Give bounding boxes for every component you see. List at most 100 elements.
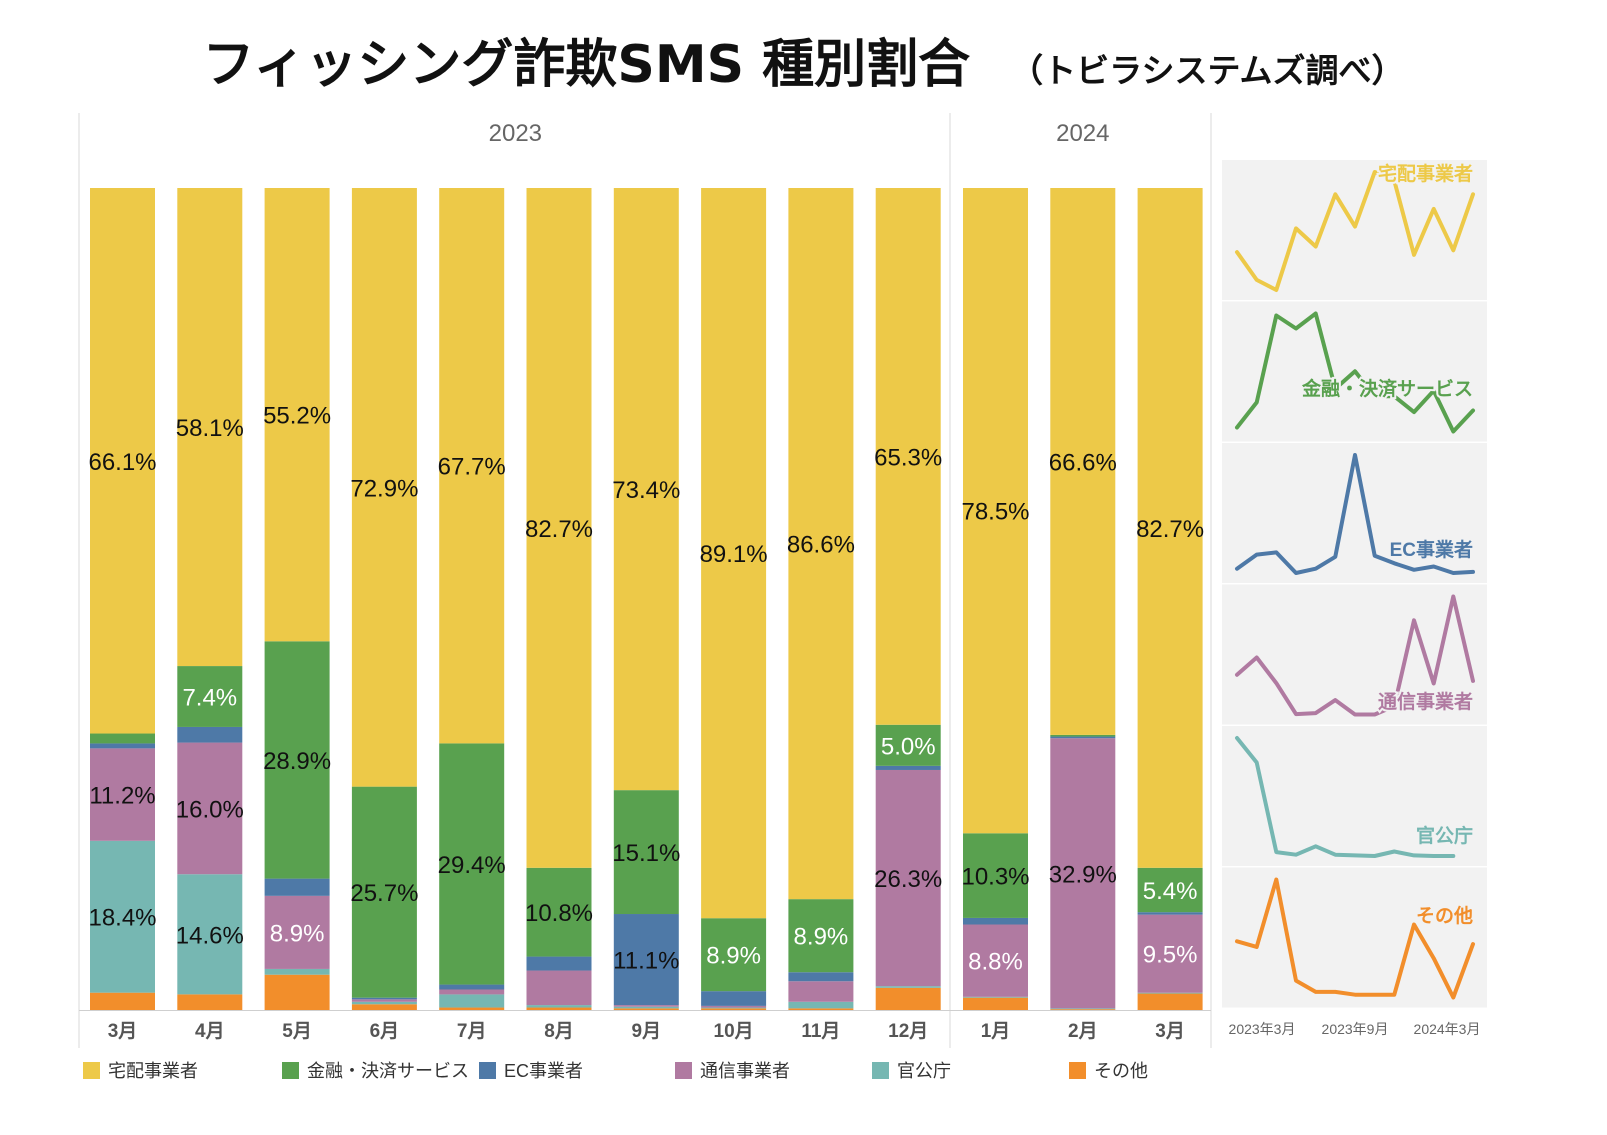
bar-segment: [1137, 914, 1203, 993]
bar-segment: [264, 974, 330, 1010]
bar-segment: [875, 724, 941, 766]
bar-segment: [439, 994, 505, 1008]
data-label: 28.9%: [263, 748, 331, 775]
bar-segment: [701, 918, 767, 992]
bar-segment: [963, 188, 1028, 834]
x-tick-label: 3月: [1155, 1021, 1185, 1042]
sparkline-label: 宅配事業者: [1378, 162, 1473, 185]
bar-segment: [788, 899, 854, 973]
bar-segment: [1137, 188, 1203, 868]
x-tick-label: 4月: [195, 1021, 225, 1042]
data-label: 5.0%: [881, 733, 936, 760]
bar-segment: [1050, 734, 1116, 737]
bar-segment: [963, 924, 1028, 997]
bar-segment: [613, 914, 679, 1006]
title-subtitle: （トビラシステムズ調べ）: [1010, 51, 1405, 90]
bar-segment: [788, 972, 854, 982]
sparkline-panel: [1222, 726, 1487, 866]
bar-segment: [1137, 992, 1203, 994]
x-tick-label: 12月: [888, 1021, 928, 1042]
bar-segment: [1050, 1009, 1116, 1010]
data-label: 16.0%: [176, 796, 244, 823]
sparkline-x-tick: 2024年3月: [1414, 1021, 1481, 1037]
bar-segment: [701, 1005, 767, 1008]
bar-segment: [963, 917, 1028, 925]
year-header: 2023: [489, 120, 542, 147]
data-label: 66.1%: [88, 449, 156, 476]
bar-segment: [613, 188, 679, 791]
data-label: 10.8%: [525, 900, 593, 927]
data-label: 15.1%: [612, 840, 680, 867]
legend-label: EC事業者: [504, 1061, 583, 1081]
bar-segment: [875, 986, 941, 988]
chart-title: フィッシング詐欺SMS 種別割合 （トビラシステムズ調べ）: [0, 22, 1607, 97]
bar-segment: [264, 895, 330, 969]
bar-segment: [439, 1007, 505, 1010]
data-label: 7.4%: [182, 685, 237, 712]
bar-segment: [1050, 1008, 1116, 1010]
bar-segment: [613, 1005, 679, 1007]
sparkline-line: [1235, 311, 1475, 434]
bar-segment: [351, 999, 417, 1002]
bar-segment: [788, 1008, 854, 1010]
x-tick-label: 7月: [457, 1021, 487, 1042]
title-main: フィッシング詐欺SMS 種別割合: [202, 35, 971, 95]
bar-segment: [526, 1007, 592, 1010]
x-tick-label: 5月: [282, 1021, 312, 1042]
bar-segment: [351, 786, 417, 998]
sparkline-panel: [1222, 584, 1487, 725]
sparkline-line: [1235, 877, 1475, 1000]
bar-segment: [963, 833, 1028, 918]
bar-segment: [1137, 993, 1203, 1010]
x-tick-label: 8月: [544, 1021, 574, 1042]
bar-segment: [875, 987, 941, 1010]
bar-segment: [177, 994, 243, 1010]
bar-segment: [90, 743, 155, 749]
bar-segment: [613, 1006, 679, 1009]
data-label: 66.6%: [1049, 449, 1117, 476]
legend-label: 官公庁: [897, 1061, 951, 1081]
data-label: 25.7%: [350, 880, 418, 907]
bar-segment: [1050, 188, 1116, 735]
data-label: 18.4%: [88, 905, 156, 932]
data-label: 58.1%: [176, 415, 244, 442]
data-label: 5.4%: [1143, 878, 1198, 905]
x-tick-label: 1月: [981, 1021, 1011, 1042]
sparkline-line: [1235, 453, 1475, 575]
bar-segment: [90, 188, 155, 734]
legend-swatch: [675, 1062, 692, 1079]
data-label: 82.7%: [525, 516, 593, 543]
bar-segment: [439, 984, 505, 990]
bar-segment: [439, 989, 505, 995]
bar-segment: [526, 970, 592, 1006]
data-label: 78.5%: [961, 499, 1029, 526]
sparkline-label: 官公庁: [1416, 824, 1473, 847]
bar-segment: [701, 188, 767, 919]
data-label: 65.3%: [874, 444, 942, 471]
bar-segment: [701, 991, 767, 1006]
bar-segment: [177, 726, 243, 743]
legend-swatch: [282, 1062, 299, 1079]
sparkline-x-tick: 2023年3月: [1229, 1021, 1296, 1037]
bar-segment: [1137, 912, 1203, 915]
bar-segment: [439, 743, 505, 985]
sparkline-line: [1235, 170, 1475, 292]
legend-swatch: [1069, 1062, 1086, 1079]
bar-segment: [264, 968, 330, 975]
x-tick-label: 2月: [1068, 1021, 1098, 1042]
sparkline-label: 通信事業者: [1378, 690, 1473, 713]
bar-segment: [788, 1001, 854, 1009]
data-label: 8.9%: [270, 920, 325, 947]
legend-swatch: [479, 1062, 496, 1079]
legend-label: 宅配事業者: [108, 1061, 198, 1081]
bar-segment: [1050, 736, 1116, 739]
bar-segment: [963, 996, 1028, 998]
bar-segment: [963, 997, 1028, 1010]
bar-segment: [177, 666, 243, 727]
data-label: 82.7%: [1136, 516, 1204, 543]
bar-segment: [351, 1001, 417, 1005]
data-label: 67.7%: [438, 454, 506, 481]
data-label: 32.9%: [1049, 861, 1117, 888]
bar-segment: [875, 765, 941, 770]
x-tick-label: 10月: [714, 1021, 754, 1042]
